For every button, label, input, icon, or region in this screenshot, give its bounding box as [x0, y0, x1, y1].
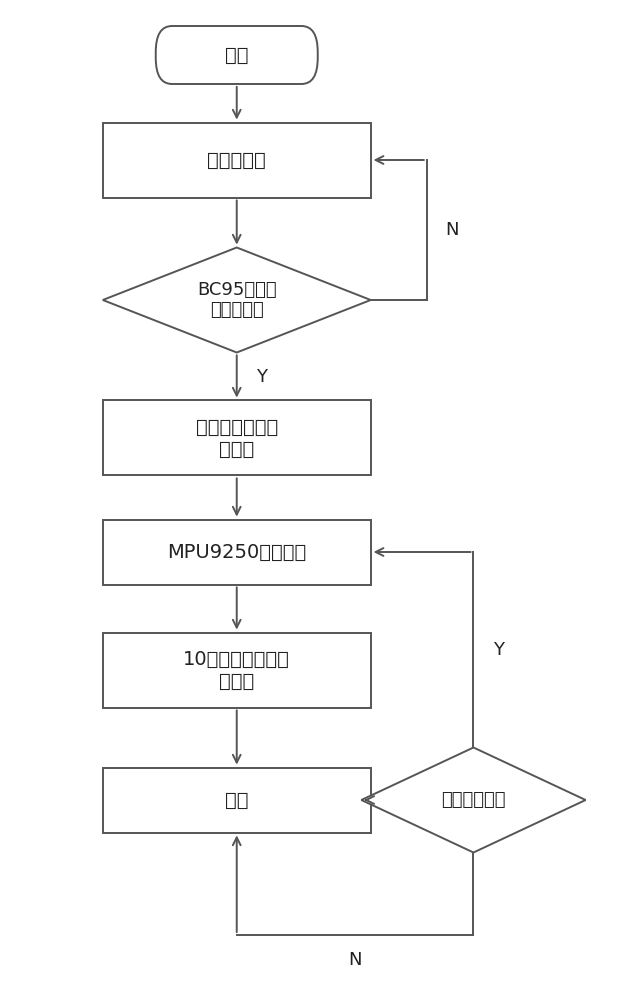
Text: Y: Y	[256, 367, 267, 385]
Polygon shape	[361, 748, 586, 852]
Bar	[103, 768, 371, 832]
Text: N: N	[445, 221, 459, 239]
Bar	[103, 520, 371, 584]
Bar	[103, 400, 371, 475]
Polygon shape	[103, 247, 371, 353]
Text: 系统初始化: 系统初始化	[207, 150, 266, 169]
Text: 卡尔曼滤波算法
预处理: 卡尔曼滤波算法 预处理	[196, 418, 278, 458]
Text: N: N	[348, 951, 362, 969]
Text: BC95模块联
网注册成功: BC95模块联 网注册成功	[197, 281, 277, 319]
Bar	[103, 122, 371, 198]
Text: Y: Y	[493, 641, 504, 659]
Text: 休眠: 休眠	[225, 790, 249, 810]
FancyBboxPatch shape	[156, 26, 318, 84]
Text: 定时器时间到: 定时器时间到	[441, 791, 506, 809]
Text: 开始: 开始	[225, 45, 249, 64]
Text: 10次数据取均值上
传后台: 10次数据取均值上 传后台	[183, 650, 290, 690]
Bar	[103, 632, 371, 708]
Text: MPU9250采集数据: MPU9250采集数据	[167, 542, 307, 562]
